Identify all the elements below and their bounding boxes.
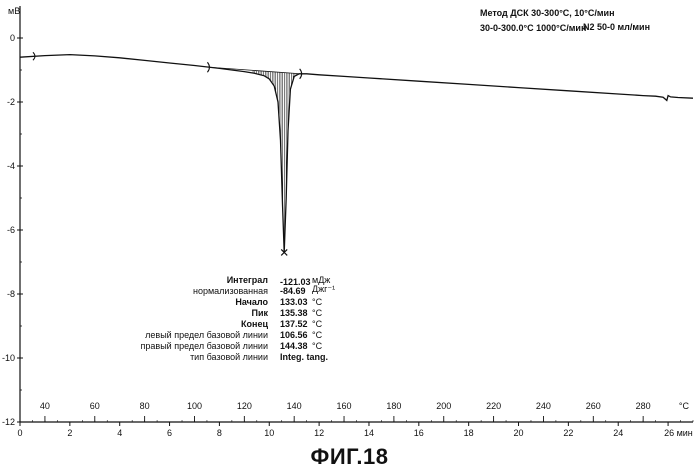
header-gas: N2 50-0 мл/мин bbox=[583, 22, 650, 32]
temp-tick-label: 140 bbox=[287, 401, 302, 411]
result-value: Integ. tang. bbox=[280, 352, 328, 362]
result-unit: °C bbox=[312, 308, 323, 318]
y-tick-label: -12 bbox=[2, 417, 15, 427]
figure-caption: ФИГ.18 bbox=[310, 444, 389, 469]
time-tick-label: 22 bbox=[563, 428, 573, 438]
result-label: Пик bbox=[251, 308, 268, 318]
result-unit: °C bbox=[312, 341, 323, 351]
time-tick-label: 24 bbox=[613, 428, 623, 438]
temp-tick-label: 200 bbox=[436, 401, 451, 411]
y-tick-label: -2 bbox=[7, 97, 15, 107]
time-tick-label: 10 bbox=[264, 428, 274, 438]
temp-tick-label: 180 bbox=[386, 401, 401, 411]
y-tick-label: -4 bbox=[7, 161, 15, 171]
time-tick-label: 18 bbox=[464, 428, 474, 438]
y-tick-label: -10 bbox=[2, 353, 15, 363]
time-tick-label: 16 bbox=[414, 428, 424, 438]
result-value: -84.69 bbox=[280, 286, 306, 296]
result-value: 135.38 bbox=[280, 308, 308, 318]
temp-tick-label: 240 bbox=[536, 401, 551, 411]
result-value: 133.03 bbox=[280, 297, 308, 307]
result-value: 137.52 bbox=[280, 319, 308, 329]
result-unit: °C bbox=[312, 297, 323, 307]
result-unit: Джг⁻¹ bbox=[312, 284, 335, 294]
baseline bbox=[209, 66, 302, 75]
result-value: 144.38 bbox=[280, 341, 308, 351]
result-unit: °C bbox=[312, 319, 323, 329]
result-unit: °C bbox=[312, 330, 323, 340]
result-label: Конец bbox=[241, 319, 268, 329]
time-tick-label: 12 bbox=[314, 428, 324, 438]
result-label: правый предел базовой линии bbox=[141, 341, 268, 351]
temp-tick-label: 60 bbox=[90, 401, 100, 411]
temp-unit-label: °C bbox=[679, 401, 690, 411]
result-unit: мДж bbox=[312, 275, 330, 285]
y-tick-label: -8 bbox=[7, 289, 15, 299]
temp-tick-label: 120 bbox=[237, 401, 252, 411]
y-tick-label: -6 bbox=[7, 225, 15, 235]
result-label: левый предел базовой линии bbox=[145, 330, 268, 340]
y-unit-label: мВ bbox=[8, 6, 20, 16]
result-label: Начало bbox=[235, 297, 268, 307]
result-label: нормализованная bbox=[193, 286, 268, 296]
peak-marker bbox=[280, 248, 288, 256]
dsc-curve bbox=[19, 53, 694, 253]
result-label: тип базовой линии bbox=[190, 352, 268, 362]
time-tick-label: 14 bbox=[364, 428, 374, 438]
temp-tick-label: 280 bbox=[636, 401, 651, 411]
time-tick-label: 26 мин bbox=[664, 428, 693, 438]
time-tick-label: 2 bbox=[67, 428, 72, 438]
time-tick-label: 4 bbox=[117, 428, 122, 438]
temp-tick-label: 220 bbox=[486, 401, 501, 411]
result-value: -121.03 bbox=[280, 277, 311, 287]
temp-tick-label: 160 bbox=[337, 401, 352, 411]
temp-tick-label: 40 bbox=[40, 401, 50, 411]
result-value: 106.56 bbox=[280, 330, 308, 340]
time-tick-label: 20 bbox=[514, 428, 524, 438]
result-label: Интеграл bbox=[227, 275, 269, 285]
temp-tick-label: 100 bbox=[187, 401, 202, 411]
time-tick-label: 8 bbox=[217, 428, 222, 438]
time-tick-label: 6 bbox=[167, 428, 172, 438]
time-tick-label: 0 bbox=[17, 428, 22, 438]
header-method: Метод ДСК 30-300°C, 10°C/мин bbox=[480, 8, 615, 18]
header-program: 30-0-300.0°C 1000°C/мин bbox=[480, 23, 586, 33]
y-tick-label: 0 bbox=[10, 33, 15, 43]
temp-tick-label: 80 bbox=[140, 401, 150, 411]
temp-tick-label: 260 bbox=[586, 401, 601, 411]
